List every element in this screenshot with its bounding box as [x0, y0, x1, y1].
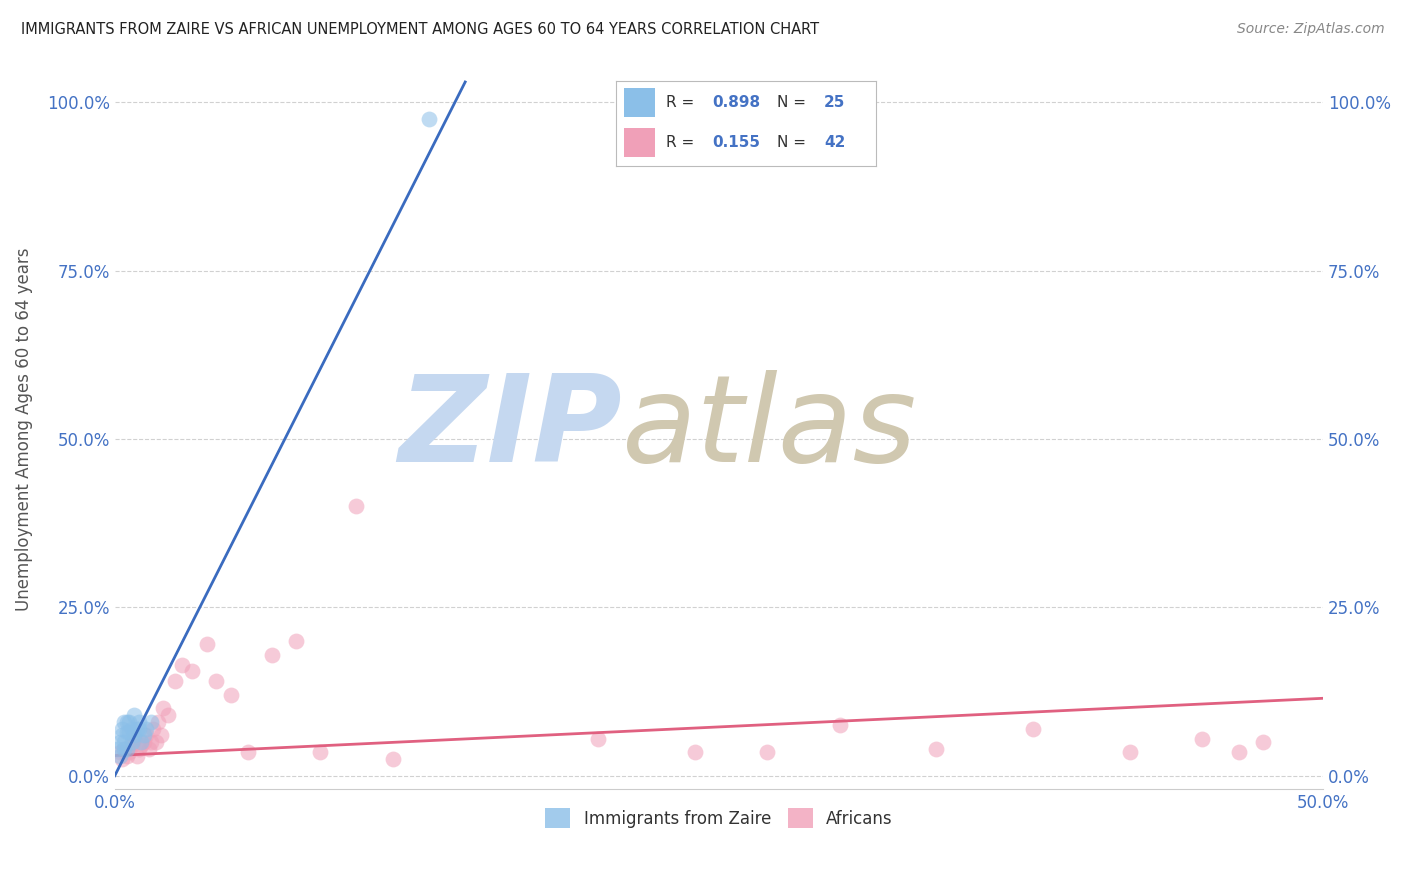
Point	[115, 725, 138, 739]
Point	[152, 701, 174, 715]
Point	[108, 748, 131, 763]
Text: IMMIGRANTS FROM ZAIRE VS AFRICAN UNEMPLOYMENT AMONG AGES 60 TO 64 YEARS CORRELAT: IMMIGRANTS FROM ZAIRE VS AFRICAN UNEMPLO…	[21, 22, 820, 37]
Point	[112, 741, 135, 756]
Point	[128, 741, 150, 756]
Point	[122, 728, 145, 742]
Point	[683, 745, 706, 759]
Point	[219, 688, 242, 702]
Legend: Immigrants from Zaire, Africans: Immigrants from Zaire, Africans	[538, 801, 900, 835]
Point	[285, 634, 308, 648]
Point	[381, 752, 404, 766]
Point	[132, 728, 155, 742]
Point	[112, 714, 135, 729]
Text: Source: ZipAtlas.com: Source: ZipAtlas.com	[1237, 22, 1385, 37]
Point	[236, 745, 259, 759]
Point	[346, 500, 368, 514]
Point	[145, 735, 167, 749]
Point	[108, 735, 131, 749]
Point	[148, 714, 170, 729]
Point	[112, 741, 135, 756]
Point	[1227, 745, 1250, 759]
Point	[1251, 735, 1274, 749]
Text: atlas: atlas	[623, 370, 918, 487]
Point	[131, 739, 153, 753]
Point	[108, 745, 131, 759]
Point	[131, 735, 153, 749]
Point	[925, 741, 948, 756]
Point	[118, 745, 141, 759]
Point	[115, 741, 138, 756]
Point	[1022, 722, 1045, 736]
Point	[128, 722, 150, 736]
Point	[115, 714, 138, 729]
Point	[111, 722, 134, 736]
Y-axis label: Unemployment Among Ages 60 to 64 years: Unemployment Among Ages 60 to 64 years	[15, 247, 32, 611]
Point	[195, 637, 218, 651]
Text: ZIP: ZIP	[398, 370, 623, 487]
Point	[115, 748, 138, 763]
Point	[138, 741, 160, 756]
Point	[111, 728, 134, 742]
Point	[149, 728, 172, 742]
Point	[260, 648, 283, 662]
Point	[105, 741, 128, 756]
Point	[156, 708, 179, 723]
Point	[112, 735, 135, 749]
Point	[121, 735, 143, 749]
Point	[205, 674, 228, 689]
Point	[135, 728, 157, 742]
Point	[418, 112, 440, 126]
Point	[181, 665, 204, 679]
Point	[122, 731, 145, 746]
Point	[139, 714, 162, 729]
Point	[121, 722, 143, 736]
Point	[118, 714, 141, 729]
Point	[165, 674, 187, 689]
Point	[1191, 731, 1213, 746]
Point	[172, 657, 194, 672]
Point	[111, 752, 134, 766]
Point	[122, 708, 145, 723]
Point	[121, 739, 143, 753]
Point	[125, 722, 148, 736]
Point	[1119, 745, 1142, 759]
Point	[132, 735, 155, 749]
Point	[309, 745, 332, 759]
Point	[128, 714, 150, 729]
Point	[135, 722, 157, 736]
Point	[586, 731, 609, 746]
Point	[756, 745, 779, 759]
Point	[118, 725, 141, 739]
Point	[828, 718, 851, 732]
Point	[142, 722, 165, 736]
Point	[125, 748, 148, 763]
Point	[139, 735, 162, 749]
